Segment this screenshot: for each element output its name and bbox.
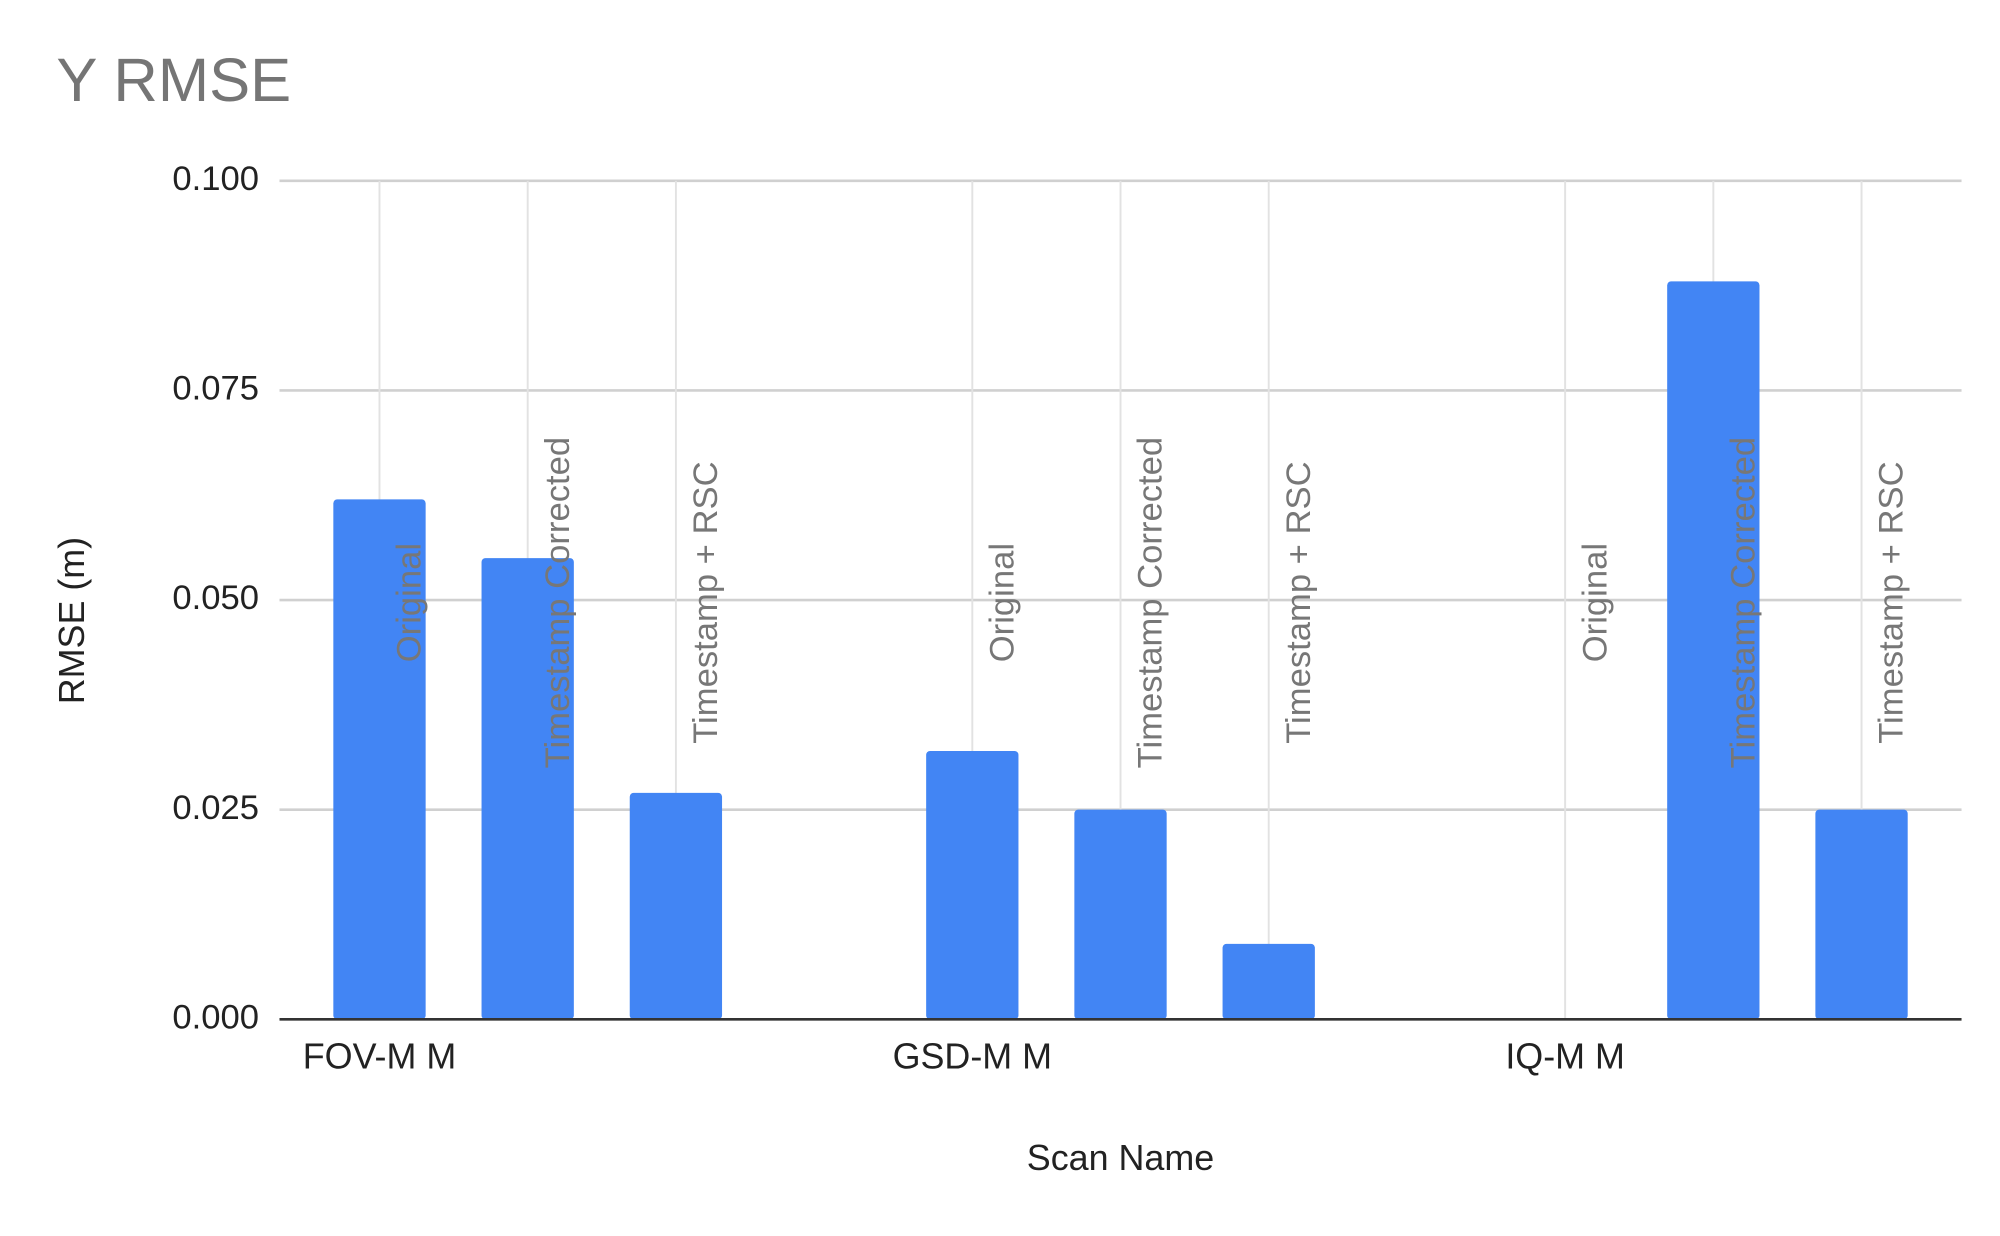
category-label: Timestamp Corrected bbox=[539, 437, 577, 768]
y-tick-label: 0.075 bbox=[172, 370, 259, 408]
group-label: IQ-M M bbox=[1505, 1037, 1625, 1077]
bar bbox=[481, 558, 574, 1020]
y-tick-label: 0.025 bbox=[172, 789, 259, 827]
bar bbox=[1222, 943, 1315, 1020]
y-tick-label: 0.100 bbox=[172, 160, 259, 198]
category-label: Timestamp + RSC bbox=[1873, 461, 1911, 743]
category-label: Timestamp + RSC bbox=[1280, 461, 1318, 743]
bar bbox=[926, 750, 1019, 1020]
bar bbox=[1667, 281, 1760, 1020]
bar bbox=[629, 792, 723, 1020]
y-axis-title: RMSE (m) bbox=[52, 537, 92, 704]
category-label: Original bbox=[983, 543, 1021, 662]
chart-title: Y RMSE bbox=[56, 46, 291, 115]
bar bbox=[333, 499, 426, 1020]
y-tick-label: 0.050 bbox=[172, 579, 259, 617]
y-tick-label: 0.000 bbox=[172, 998, 259, 1036]
x-axis-title: Scan Name bbox=[1027, 1138, 1214, 1178]
bar bbox=[1815, 809, 1908, 1020]
category-label: Timestamp Corrected bbox=[1725, 437, 1763, 768]
group-label: FOV-M M bbox=[303, 1037, 456, 1077]
group-label: GSD-M M bbox=[893, 1037, 1052, 1077]
category-label: Timestamp Corrected bbox=[1132, 437, 1170, 768]
category-label: Original bbox=[1576, 543, 1614, 662]
category-label: Timestamp + RSC bbox=[687, 461, 725, 743]
bar bbox=[1074, 809, 1167, 1020]
category-label: Original bbox=[391, 543, 429, 662]
